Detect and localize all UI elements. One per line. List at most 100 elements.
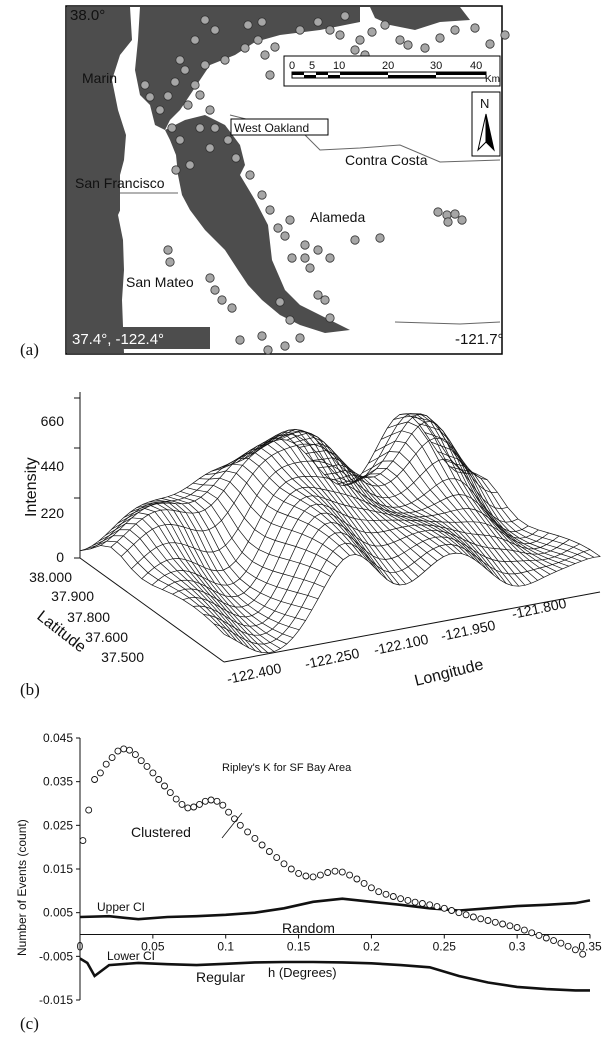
sample-point <box>375 233 385 243</box>
sample-point <box>485 39 495 49</box>
sample-point <box>190 80 200 90</box>
ripley-point <box>491 918 499 926</box>
sample-point <box>263 345 273 355</box>
mesh-line <box>337 476 482 565</box>
mesh-line <box>86 540 231 638</box>
mesh-line <box>192 482 338 568</box>
ripley-point <box>184 804 192 812</box>
sample-point <box>470 23 480 33</box>
mesh-line <box>405 413 551 575</box>
ripley-point <box>550 937 558 945</box>
mesh-line <box>117 512 262 653</box>
annotation-ripley-leader <box>221 812 243 839</box>
corner-label-bottom-left: 37.4°, -122.4° <box>72 331 164 348</box>
ripley-point <box>316 871 324 879</box>
sample-point <box>355 35 365 45</box>
mesh-line <box>368 451 513 586</box>
ripley-point <box>251 834 259 842</box>
ripley-point <box>440 904 448 912</box>
mesh-line <box>380 430 526 586</box>
annotation-clustered: Clustered <box>131 824 191 840</box>
ripley-point <box>499 920 507 928</box>
ripley-point <box>535 931 543 939</box>
sample-point <box>285 215 295 225</box>
annotation-lower-ci: Lower CI <box>107 949 155 963</box>
ripley-point <box>137 757 145 765</box>
y-tick-label: 0.025 <box>43 818 73 832</box>
ripley-point <box>477 915 485 923</box>
label-san-francisco: San Francisco <box>75 175 165 191</box>
sample-point <box>350 45 360 55</box>
x-tick-label: 0.15 <box>287 940 311 954</box>
mesh-line <box>286 432 432 567</box>
y-tick-label: 0.015 <box>43 862 73 876</box>
mesh-line <box>443 459 588 560</box>
label-contra-costa: Contra Costa <box>345 152 428 168</box>
mesh-line <box>167 496 312 611</box>
ripley-point <box>85 806 93 814</box>
sample-point <box>163 245 173 255</box>
sample-point <box>223 135 233 145</box>
sample-point <box>300 240 310 250</box>
x-tick-label: 0.1 <box>217 940 234 954</box>
lat-tick: 37.800 <box>67 609 110 625</box>
sample-point <box>313 290 323 300</box>
z-tick: 0 <box>56 549 64 565</box>
ripley-point <box>397 895 405 903</box>
sample-point <box>380 20 390 30</box>
mesh-line <box>330 474 476 561</box>
y-tick-label: 0.035 <box>43 775 73 789</box>
mesh-line <box>318 464 463 555</box>
ripley-point <box>79 837 87 845</box>
scale-bar: 0 5 10 20 30 40 Km <box>283 55 501 87</box>
sample-point <box>140 80 150 90</box>
mesh-line <box>387 421 532 584</box>
north-arrow-icon: N <box>471 91 501 157</box>
ripley-point <box>126 746 133 754</box>
panel-letter-a: (a) <box>20 340 39 359</box>
sample-point <box>280 231 290 241</box>
mesh-line <box>280 429 425 572</box>
z-axis-label: Intensity <box>23 457 40 517</box>
mesh-line <box>141 476 519 579</box>
x-tick-label: 0.2 <box>363 940 380 954</box>
sample-point <box>195 123 205 133</box>
ripley-point <box>201 797 209 805</box>
ripley-point <box>331 867 339 875</box>
sample-point <box>443 217 453 227</box>
mesh-line <box>305 450 451 555</box>
ripley-point <box>448 907 456 914</box>
ripley-point <box>114 747 122 755</box>
chart-marks <box>79 745 591 992</box>
mesh-line <box>430 441 576 564</box>
sample-point <box>257 17 267 27</box>
x-tick-label: 0.25 <box>433 940 457 954</box>
ripley-point <box>231 815 238 823</box>
sample-point <box>500 30 510 40</box>
mesh-line <box>361 460 507 584</box>
ripley-point <box>411 898 419 906</box>
sample-point <box>205 143 215 153</box>
west-oakland-box <box>230 118 329 136</box>
sample-point <box>435 33 445 43</box>
mesh-line <box>393 415 538 581</box>
sample-point <box>403 40 413 50</box>
map-panel: 0 5 10 20 30 40 Km N 38.0° Marin West Oa… <box>65 5 510 355</box>
mesh-line <box>299 443 444 557</box>
ripley-point <box>265 848 273 855</box>
ripley-point <box>389 893 397 900</box>
y-tick-label: -0.015 <box>39 993 73 1007</box>
label-west-oakland: West Oakland <box>234 121 309 135</box>
sample-point <box>227 303 237 313</box>
surface-panel: 0 220 440 660 Intensity 38.000 37.900 37… <box>23 392 601 690</box>
mesh-line <box>148 501 294 639</box>
sample-point <box>295 333 305 343</box>
scale-tick: 40 <box>470 60 482 72</box>
y-tick-label: 0.045 <box>43 731 73 745</box>
sample-point <box>420 43 430 53</box>
mesh-line <box>437 451 582 562</box>
corner-label-top-left: 38.0° <box>70 7 105 24</box>
surface-mesh <box>79 413 601 654</box>
sample-point <box>265 70 275 80</box>
mesh-line <box>311 457 457 554</box>
